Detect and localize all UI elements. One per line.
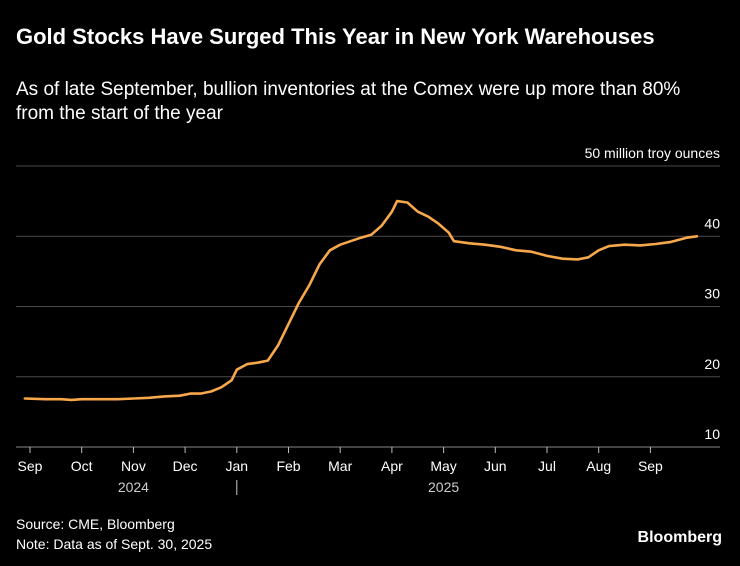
y-tick-label: 10 xyxy=(704,426,720,442)
x-tick-label: Sep xyxy=(18,458,43,474)
series-line-comex-gold-inventories xyxy=(23,199,699,402)
footer-notes: Source: CME, Bloomberg Note: Data as of … xyxy=(16,514,212,554)
y-unit-label: 50 million troy ounces xyxy=(585,145,720,161)
x-tick-label: Oct xyxy=(71,458,93,474)
x-tick-label: Jul xyxy=(538,458,556,474)
x-tick-label: May xyxy=(430,458,456,474)
x-tick-label: Jan xyxy=(226,458,249,474)
x-tick-label: Dec xyxy=(173,458,198,474)
y-tick-label: 30 xyxy=(704,286,720,302)
x-tick-label: Sep xyxy=(638,458,663,474)
axes: 10 20 30 40 Sep Oct Nov Dec Jan Feb Mar Apr May Jun Ju… xyxy=(16,215,720,495)
x-tick-label: Mar xyxy=(328,458,352,474)
x-tick-label: Feb xyxy=(276,458,300,474)
y-tick-label: 20 xyxy=(704,356,720,372)
source-note: Source: CME, Bloomberg xyxy=(16,516,175,532)
data-note: Note: Data as of Sept. 30, 2025 xyxy=(16,536,213,552)
x-tick-label: Apr xyxy=(381,458,403,474)
x-tick-label: Nov xyxy=(121,458,146,474)
y-tick-label: 40 xyxy=(704,215,720,231)
x-tick-label: Aug xyxy=(586,458,611,474)
bloomberg-logo: Bloomberg xyxy=(637,529,722,546)
chart-title: Gold Stocks Have Surged This Year in New… xyxy=(16,24,655,49)
year-label: 2024 xyxy=(118,479,149,495)
year-label: 2025 xyxy=(428,479,459,495)
series xyxy=(23,199,699,402)
chart-subtitle: As of late September, bullion inventorie… xyxy=(16,79,681,124)
gridlines xyxy=(16,165,720,448)
x-tick-label: Jun xyxy=(484,458,507,474)
